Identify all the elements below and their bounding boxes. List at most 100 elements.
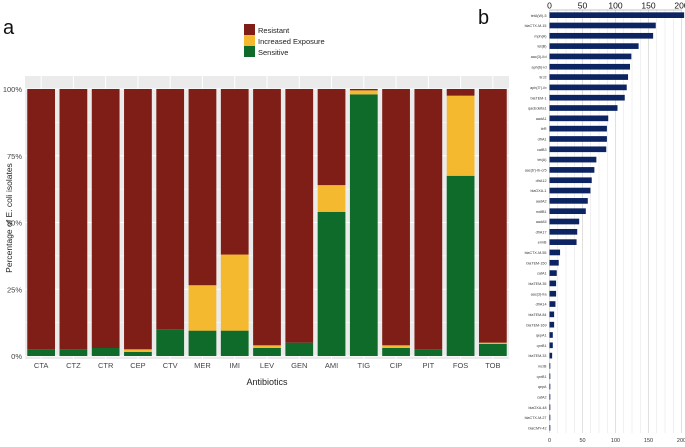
- y-axis-title: Percentage of E. coli isolates: [4, 163, 14, 273]
- gene-label-0: tetA(W)-5: [531, 14, 547, 18]
- gene-label-7: aph(3'')-Ib: [530, 86, 546, 90]
- panel-a-label: a: [3, 17, 15, 39]
- gene-label-3: tet(B): [537, 45, 546, 49]
- gene-bar-35: [549, 373, 551, 380]
- plot-a-bars: [27, 89, 507, 356]
- x-tick-label-cip: CIP: [390, 361, 403, 370]
- gene-label-22: ermB: [538, 241, 547, 245]
- gene-bar-28: [549, 301, 556, 307]
- gene-label-17: blaOXA-1: [531, 189, 547, 193]
- gene-bar-4: [549, 53, 632, 60]
- gene-label-1: blaCTX-M-15: [525, 24, 547, 28]
- gene-bar-37: [549, 394, 551, 400]
- bar-ami-increased: [317, 185, 346, 212]
- top-tick-0: 0: [547, 1, 552, 11]
- bar-cep-increased: [124, 349, 152, 352]
- bottom-tick-50: 50: [579, 438, 585, 444]
- bottom-tick-0: 0: [548, 438, 551, 444]
- bar-cip-resistant: [382, 89, 410, 346]
- gene-label-5: aph(6)-Id: [532, 65, 547, 69]
- gene-label-15: aac(6')-Ib-cr5: [525, 169, 547, 173]
- bar-tob-resistant: [478, 89, 507, 343]
- gene-bar-8: [549, 94, 625, 101]
- bar-cep-sensitive: [124, 351, 152, 356]
- gene-label-10: aadA1: [536, 117, 547, 121]
- bar-mer-resistant: [188, 89, 217, 286]
- bar-gen-sensitive: [285, 342, 314, 356]
- bar-ctr-resistant: [91, 89, 120, 348]
- gene-label-13: catB3: [537, 148, 546, 152]
- gene-bar-5: [549, 63, 631, 70]
- y-tick-label-100: 100%: [3, 85, 23, 94]
- bar-cep-resistant: [124, 89, 152, 350]
- bar-ctz-sensitive: [59, 349, 88, 356]
- gene-label-25: catA1: [537, 272, 546, 276]
- gene-label-9: qacEdelta1: [528, 107, 546, 111]
- gene-bar-0: [549, 12, 685, 18]
- bottom-tick-200: 200: [677, 438, 685, 444]
- plot-a-x-ticks: CTA CTZ CTR CEP CTV MER IMI LEV GEN AMI TIG CIP PIT F…: [34, 361, 501, 370]
- legend-swatch-sensitive: [244, 46, 255, 57]
- bar-cta-resistant: [27, 89, 56, 350]
- gene-bar-9: [549, 105, 618, 111]
- panel-b-label: b: [478, 7, 489, 29]
- gene-label-4: aac(3)-IId: [531, 55, 547, 59]
- gene-label-21: dfrA17: [536, 230, 547, 234]
- gene-bar-24: [549, 259, 559, 266]
- legend-label-sensitive: Sensitive: [258, 48, 288, 57]
- x-tick-label-lev: LEV: [260, 361, 274, 370]
- gene-bar-12: [549, 136, 607, 142]
- top-tick-50: 50: [578, 1, 588, 11]
- gene-label-20: aadA5: [536, 220, 547, 224]
- gene-bar-2: [549, 32, 654, 39]
- gene-bar-25: [549, 270, 557, 276]
- bar-lev-increased: [253, 345, 281, 348]
- gene-bar-15: [549, 167, 595, 173]
- legend: Resistant Increased Exposure Sensitive: [244, 24, 325, 57]
- plot-b-top-axis: 0 50 100 150 200: [547, 1, 685, 11]
- bar-fos-resistant: [446, 89, 475, 96]
- gene-label-34: mcrB: [538, 365, 547, 369]
- x-tick-label-ami: AMI: [325, 361, 338, 370]
- gene-label-29: blaTEM-84: [528, 313, 546, 317]
- x-tick-label-tig: TIG: [358, 361, 371, 370]
- bottom-tick-150: 150: [644, 438, 653, 444]
- x-tick-label-imi: IMI: [230, 361, 240, 370]
- x-tick-label-gen: GEN: [291, 361, 307, 370]
- bar-tob-sensitive: [478, 343, 507, 356]
- gene-bar-36: [549, 383, 551, 390]
- gene-label-36: qepA: [538, 385, 547, 389]
- x-tick-label-mer: MER: [194, 361, 211, 370]
- y-tick-label-50: 50%: [7, 219, 22, 228]
- bar-ctv-resistant: [156, 89, 185, 330]
- legend-label-increased: Increased Exposure: [258, 37, 325, 46]
- x-tick-label-fos: FOS: [453, 361, 468, 370]
- gene-bar-1: [549, 22, 656, 29]
- bar-lev-resistant: [253, 89, 281, 346]
- gene-label-2: mph(A): [534, 34, 546, 38]
- gene-label-33: blaTEM-33: [528, 354, 546, 358]
- bar-fos-sensitive: [446, 175, 475, 356]
- gene-bar-19: [549, 208, 586, 215]
- gene-bar-38: [549, 404, 551, 411]
- gene-bar-27: [549, 290, 557, 297]
- y-tick-label-0: 0%: [11, 352, 22, 361]
- x-tick-label-cta: CTA: [34, 361, 48, 370]
- x-tick-label-pit: PIT: [422, 361, 434, 370]
- bar-tig-increased: [349, 90, 378, 95]
- gene-bar-7: [549, 84, 627, 91]
- gene-bar-31: [549, 332, 553, 338]
- y-tick-label-75: 75%: [7, 152, 22, 161]
- gene-bar-20: [549, 218, 580, 225]
- bar-pit-sensitive: [414, 349, 443, 356]
- gene-bar-34: [549, 363, 551, 369]
- bar-ami-sensitive: [317, 211, 346, 356]
- x-tick-label-tob: TOB: [485, 361, 500, 370]
- plot-b-bars: [549, 12, 685, 431]
- top-tick-100: 100: [608, 1, 622, 11]
- bar-pit-resistant: [414, 89, 443, 350]
- legend-label-resistant: Resistant: [258, 26, 290, 35]
- gene-bar-18: [549, 198, 588, 204]
- gene-label-24: blaTEM-150: [526, 261, 546, 265]
- gene-bar-6: [549, 74, 629, 80]
